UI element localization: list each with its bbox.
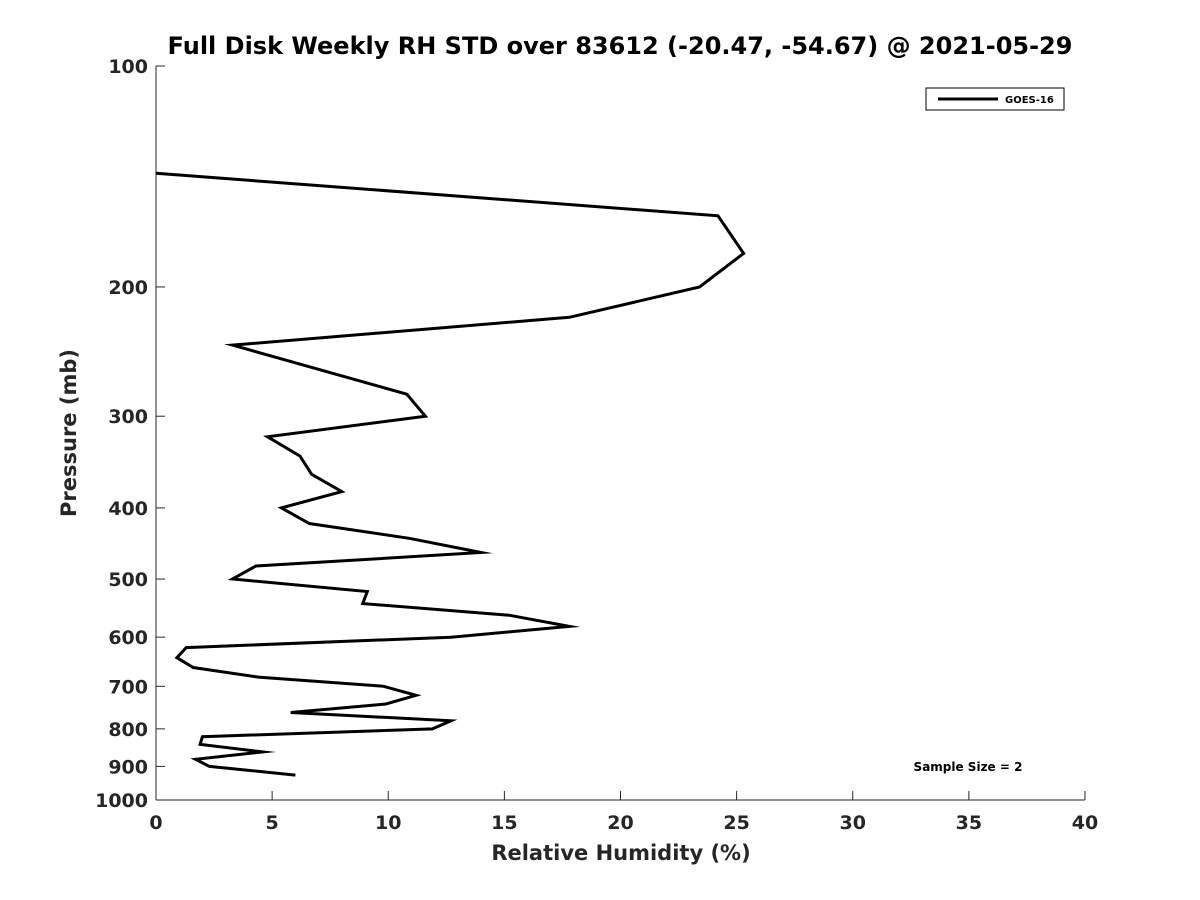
- chart-title: Full Disk Weekly RH STD over 83612 (-20.…: [168, 32, 1073, 60]
- y-tick-label: 100: [108, 56, 148, 78]
- y-tick-label: 900: [108, 756, 148, 778]
- y-axis-label: Pressure (mb): [57, 349, 81, 517]
- legend-label-goes-16: GOES-16: [1005, 95, 1054, 106]
- y-tick-label: 600: [108, 627, 148, 649]
- x-tick-label: 5: [266, 812, 279, 834]
- x-tick-label: 25: [723, 812, 749, 834]
- sample-size-annotation: Sample Size = 2: [914, 760, 1023, 774]
- axes: 0 5 10 15 20 25 30 35 40 100 200 300 400 500 600 700 800…: [95, 56, 1098, 834]
- series-layer: [155, 171, 746, 777]
- x-tick-label: 0: [149, 812, 162, 834]
- x-tick-label: 10: [375, 812, 401, 834]
- y-tick-label: 1000: [95, 790, 148, 812]
- y-tick-label: 200: [108, 277, 148, 299]
- y-tick-label: 500: [108, 569, 148, 591]
- x-tick-label: 15: [491, 812, 517, 834]
- x-tick-label: 35: [956, 812, 982, 834]
- y-tick-label: 400: [108, 498, 148, 520]
- y-tick-label: 700: [108, 676, 148, 698]
- x-tick-label: 20: [607, 812, 633, 834]
- y-tick-label: 800: [108, 719, 148, 741]
- y-tick-label: 300: [108, 406, 148, 428]
- series-line-goes-16: [155, 171, 746, 777]
- x-axis-label: Relative Humidity (%): [491, 841, 750, 865]
- legend: GOES-16: [925, 87, 1065, 111]
- x-tick-label: 40: [1072, 812, 1098, 834]
- x-tick-label: 30: [840, 812, 866, 834]
